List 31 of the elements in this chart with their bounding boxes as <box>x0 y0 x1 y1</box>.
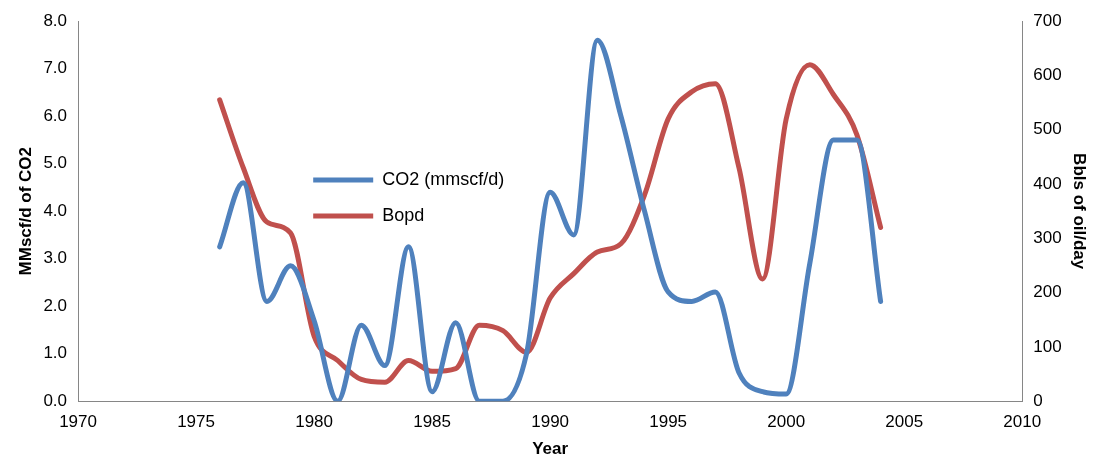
x-tick-label: 1980 <box>295 412 333 432</box>
x-tick-label: 2000 <box>767 412 806 432</box>
y2-tick-label: 700 <box>1033 10 1062 30</box>
y-tick-label: 8.0 <box>43 10 68 30</box>
y-tick-label: 2.0 <box>43 295 68 315</box>
y2-tick-label: 400 <box>1033 173 1062 193</box>
y-tick-label: 6.0 <box>43 105 68 125</box>
y2-tick-label: 600 <box>1033 65 1062 85</box>
y2-tick-label: 100 <box>1033 336 1062 356</box>
y-axis-title: MMscf/d of CO2 <box>15 146 35 276</box>
y-tick-label: 5.0 <box>43 153 68 173</box>
x-tick-label: 1975 <box>177 412 215 432</box>
x-tick-label: 1985 <box>413 412 452 432</box>
legend-label: CO2 (mmscf/d) <box>382 168 505 189</box>
y2-tick-label: 0 <box>1033 390 1043 410</box>
y-tick-label: 1.0 <box>43 343 68 363</box>
x-axis-title: Year <box>532 439 569 459</box>
y-tick-label: 3.0 <box>43 248 68 268</box>
x-tick-label: 2010 <box>1003 412 1042 432</box>
x-tick-label: 1995 <box>649 412 688 432</box>
y-tick-label: 4.0 <box>43 200 68 220</box>
y-tick-label: 0.0 <box>43 390 68 410</box>
y2-tick-label: 500 <box>1033 119 1062 139</box>
x-tick-label: 2005 <box>885 412 924 432</box>
x-tick-label: 1990 <box>531 412 570 432</box>
x-tick-label: 1970 <box>59 412 97 432</box>
y-tick-label: 7.0 <box>43 58 68 78</box>
legend-label: Bopd <box>382 204 425 225</box>
y2-axis-title: Bbls of oil/day <box>1070 153 1090 270</box>
y2-tick-label: 200 <box>1033 282 1062 302</box>
y2-tick-label: 300 <box>1033 228 1062 248</box>
